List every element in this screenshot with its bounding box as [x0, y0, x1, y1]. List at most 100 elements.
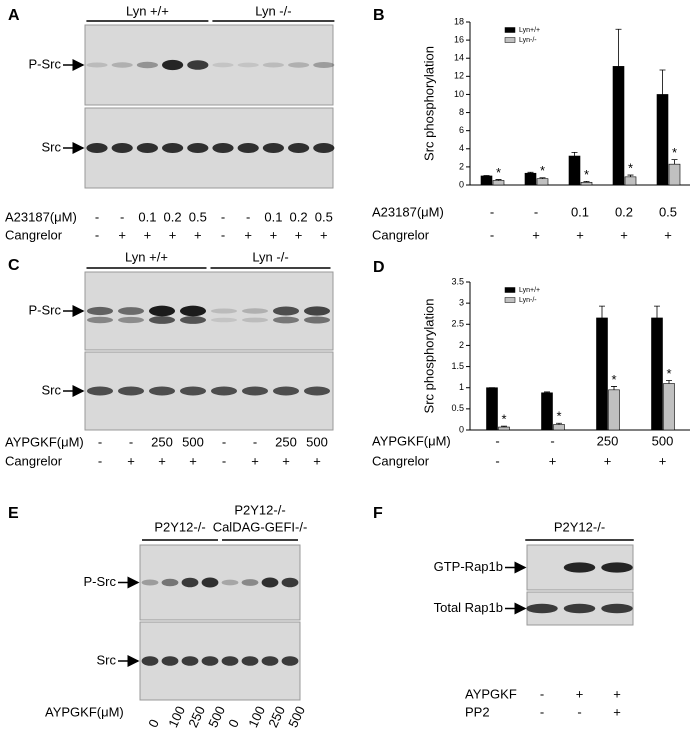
row-label: Src: [97, 652, 117, 667]
legend-swatch: [504, 37, 516, 43]
bar: [612, 66, 625, 186]
legend-label: Lyn+/+: [519, 287, 540, 294]
group-label: P2Y12-/-: [234, 502, 285, 517]
condition-value: 0.1: [138, 209, 156, 224]
condition-value: 0: [145, 717, 162, 730]
legend-swatch: [504, 287, 516, 293]
error-bar: [544, 391, 550, 393]
condition-value: +: [189, 453, 197, 468]
band: [117, 307, 145, 315]
y-tick-label: 16: [454, 34, 464, 44]
legend-label: Lyn-/-: [519, 37, 537, 44]
band: [303, 306, 331, 316]
condition-value: 0.2: [290, 209, 308, 224]
band: [221, 656, 239, 666]
band: [272, 386, 300, 396]
significance-mark: *: [496, 165, 501, 180]
condition-value: -: [98, 453, 102, 468]
band: [288, 62, 310, 68]
band: [262, 62, 284, 68]
y-tick-label: 1: [459, 382, 464, 392]
band: [281, 577, 299, 588]
row-label: GTP-Rap1b: [434, 559, 503, 574]
error-bar: [495, 179, 502, 181]
bar: [651, 317, 663, 431]
y-tick-label: 3: [459, 298, 464, 308]
band: [148, 386, 176, 396]
panel-letter: C: [8, 257, 20, 274]
condition-value: 0.5: [315, 209, 333, 224]
significance-mark: *: [666, 366, 671, 381]
band: [601, 603, 633, 614]
band: [86, 386, 114, 396]
band: [212, 143, 234, 153]
band: [601, 562, 633, 573]
band: [111, 143, 133, 153]
y-axis-label: Src phosphorylation: [421, 299, 436, 414]
band: [241, 308, 269, 314]
condition-value: -: [253, 434, 257, 449]
y-tick-label: 0: [459, 424, 464, 434]
x-row-name: Cangrelor: [372, 453, 430, 468]
condition-name: AYPGKF(μM): [45, 704, 124, 719]
band: [148, 316, 176, 324]
condition-value: -: [222, 453, 226, 468]
x-tick-label: -: [490, 227, 494, 242]
band: [141, 579, 159, 586]
band: [272, 316, 300, 324]
condition-value: +: [118, 227, 126, 242]
blot: [84, 24, 334, 106]
band: [281, 656, 299, 666]
y-tick-label: 10: [454, 89, 464, 99]
band: [237, 143, 259, 153]
condition-value: +: [282, 453, 290, 468]
bar: [580, 181, 593, 186]
band: [86, 143, 108, 153]
condition-value: 0: [225, 717, 242, 730]
band: [181, 656, 199, 666]
y-tick-label: 2.5: [451, 319, 464, 329]
y-tick-label: 12: [454, 71, 464, 81]
x-tick-label: -: [490, 204, 494, 219]
significance-mark: *: [611, 372, 616, 387]
band: [86, 306, 114, 316]
band: [86, 62, 108, 68]
band: [201, 656, 219, 666]
band: [162, 59, 184, 71]
band: [262, 143, 284, 153]
row-label: Src: [42, 382, 62, 397]
x-tick-label: +: [604, 453, 612, 468]
band: [526, 603, 558, 614]
band: [179, 305, 207, 317]
condition-value: +: [576, 686, 584, 701]
x-tick-label: -: [534, 204, 538, 219]
condition-value: -: [540, 704, 544, 719]
band: [187, 60, 209, 70]
condition-value: -: [95, 209, 99, 224]
significance-mark: *: [672, 145, 677, 160]
condition-name: Cangrelor: [5, 227, 63, 242]
panel-letter: A: [8, 7, 20, 24]
error-bar: [611, 386, 617, 390]
x-tick-label: +: [576, 227, 584, 242]
y-tick-label: 4: [459, 143, 464, 153]
x-tick-label: 250: [597, 433, 619, 448]
bar: [668, 163, 681, 186]
group-label: Lyn -/-: [252, 249, 288, 264]
x-tick-label: 0.5: [659, 204, 677, 219]
condition-value: -: [540, 686, 544, 701]
condition-value: +: [613, 686, 621, 701]
error-bar: [527, 171, 534, 174]
group-label: Lyn -/-: [255, 3, 291, 18]
x-tick-label: +: [549, 453, 557, 468]
bar: [524, 172, 537, 186]
band: [261, 656, 279, 666]
condition-value: -: [577, 704, 581, 719]
band: [210, 317, 238, 323]
y-tick-label: 2: [459, 340, 464, 350]
band: [563, 562, 596, 573]
condition-value: +: [251, 453, 259, 468]
error-bar: [654, 305, 660, 318]
band: [241, 579, 259, 586]
panel-letter: B: [373, 7, 385, 24]
